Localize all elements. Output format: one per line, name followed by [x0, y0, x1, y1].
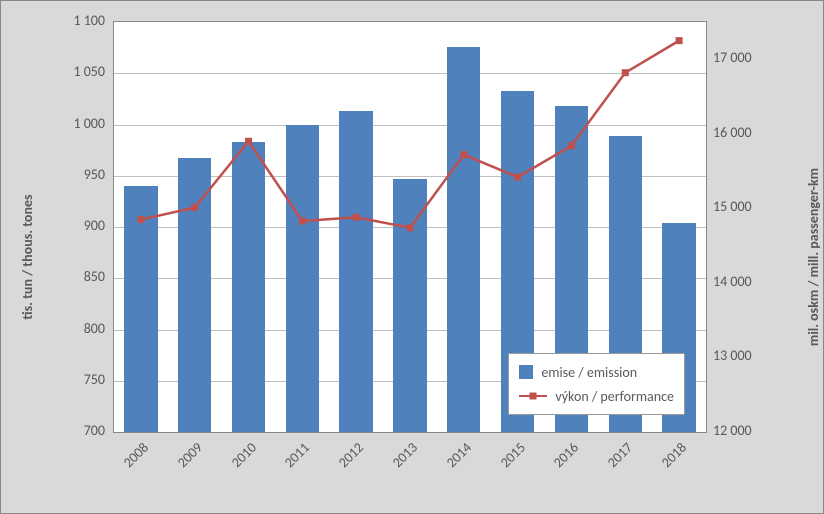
y-left-tick: 1 050: [45, 63, 105, 80]
y-right-tick: 13 000: [713, 347, 752, 364]
line-marker: [622, 69, 629, 76]
legend: emise / emission výkon / performance: [508, 353, 685, 415]
legend-swatch-bar: [519, 365, 533, 379]
y-right-axis-title: mil. oskm / mill. passenger-km: [805, 168, 822, 346]
line-marker: [460, 151, 467, 158]
y-left-tick: 850: [45, 268, 105, 285]
line-marker: [353, 214, 360, 221]
x-tick: 2018: [650, 439, 690, 479]
line-marker: [407, 224, 414, 231]
x-tick: 2009: [165, 439, 205, 479]
y-right-tick: 15 000: [713, 198, 752, 215]
line-path: [141, 41, 679, 228]
y-left-tick: 750: [45, 371, 105, 388]
legend-swatch-line: [519, 389, 547, 403]
x-tick: 2010: [219, 439, 259, 479]
legend-item-emission: emise / emission: [519, 360, 674, 384]
line-marker: [514, 174, 521, 181]
legend-label-performance: výkon / performance: [555, 388, 674, 405]
y-left-axis-title: tis. tun / thous. tones: [19, 194, 36, 319]
y-left-tick: 950: [45, 166, 105, 183]
y-left-tick: 1 100: [45, 12, 105, 29]
y-left-tick: 700: [45, 422, 105, 439]
x-tick: 2017: [596, 439, 636, 479]
line-marker: [299, 218, 306, 225]
x-tick: 2011: [273, 439, 313, 479]
line-marker: [245, 138, 252, 145]
line-marker: [568, 142, 575, 149]
y-right-tick: 16 000: [713, 124, 752, 141]
x-tick: 2015: [488, 439, 528, 479]
line-marker: [137, 216, 144, 223]
legend-item-performance: výkon / performance: [519, 384, 674, 408]
x-tick: 2012: [327, 439, 367, 479]
x-tick: 2016: [542, 439, 582, 479]
x-tick: 2014: [435, 439, 475, 479]
line-marker: [676, 37, 683, 44]
y-left-tick: 800: [45, 320, 105, 337]
y-right-tick: 14 000: [713, 273, 752, 290]
chart-container: tis. tun / thous. tones mil. oskm / mill…: [0, 0, 824, 514]
x-tick: 2013: [381, 439, 421, 479]
y-left-tick: 900: [45, 217, 105, 234]
y-right-tick: 12 000: [713, 422, 752, 439]
legend-label-emission: emise / emission: [541, 364, 637, 381]
y-right-tick: 17 000: [713, 49, 752, 66]
line-marker: [191, 204, 198, 211]
x-tick: 2008: [112, 439, 152, 479]
y-left-tick: 1 000: [45, 115, 105, 132]
